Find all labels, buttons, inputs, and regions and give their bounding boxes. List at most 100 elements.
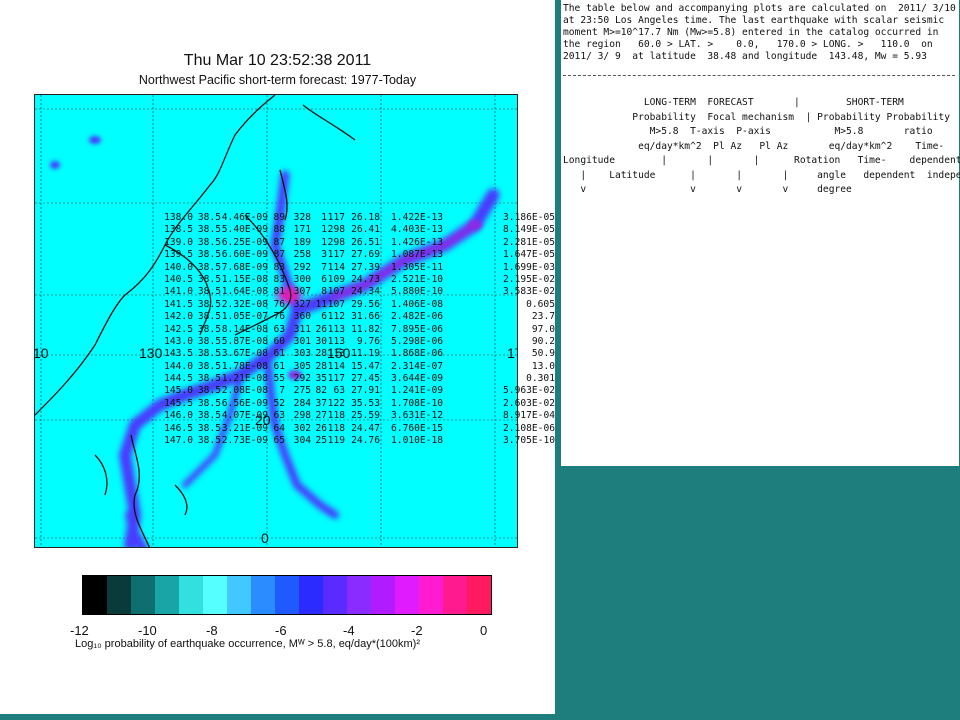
table-cell: 1.426E-13 [391, 236, 443, 248]
table-cell: 7.895E-06 [391, 323, 443, 335]
table-cell: 1.406E-08 [391, 298, 443, 310]
table-cell: 7 [321, 261, 327, 273]
colorbar-swatch [467, 576, 491, 614]
map-subtitle: Northwest Pacific short-term forecast: 1… [138, 73, 417, 87]
table-cell: 1 [321, 212, 327, 223]
table-header-line: Longitude | | | Rotation Time- dependent… [563, 155, 960, 166]
map-timestamp: Thu Mar 10 23:52:38 2011 [183, 52, 372, 69]
colorbar [82, 575, 492, 615]
table-cell: 298 [293, 410, 311, 422]
table-cell: 307 [293, 286, 311, 298]
lat-label-0: 0 [261, 530, 269, 546]
table-cell: 118 [327, 410, 345, 422]
colorbar-swatch [371, 576, 395, 614]
table-cell: 2.08E-08 [221, 385, 268, 397]
table-cell: 298 [327, 224, 345, 236]
table-cell: 1.010E-18 [391, 435, 443, 447]
colorbar-swatch [203, 576, 227, 614]
table-cell: 300 [293, 273, 311, 285]
table-cell: 76 [273, 311, 285, 323]
colorbar-swatch [323, 576, 347, 614]
table-cell: 8 [321, 286, 327, 298]
table-cell: 301 [293, 335, 311, 347]
table-cell: 90.2 [531, 335, 555, 347]
table-cell: 26.18 [351, 212, 380, 223]
table-cell: 30 [315, 335, 327, 347]
table-cell: 117 [327, 249, 345, 261]
table-cell: 140.0 [164, 261, 193, 273]
table-cell: 6 [321, 273, 327, 285]
table-cell: 9.76 [356, 335, 380, 347]
table-cell: 144.5 [164, 373, 193, 385]
table-cell: 5.87E-08 [221, 335, 268, 347]
table-cell: 27.69 [351, 249, 380, 261]
table-cell: 76 [273, 298, 285, 310]
table-cell: 327 [293, 298, 311, 310]
intro-line: at 23:50 Los Angeles time. The last eart… [563, 15, 945, 26]
forecast-table-card: The table below and accompanying plots a… [164, 0, 960, 466]
table-cell: 1.305E-11 [391, 261, 443, 273]
table-cell: 2.482E-06 [391, 311, 443, 323]
table-cell: 1.422E-13 [391, 212, 443, 223]
table-cell: 38.5 [197, 224, 221, 236]
table-cell: 38.5 [197, 311, 221, 323]
table-cell: 2.195E-02 [503, 273, 555, 285]
table-cell: 3.21E-09 [221, 422, 268, 434]
colorbar-swatch [347, 576, 371, 614]
table-cell: 1.78E-08 [221, 360, 268, 372]
table-header-line: | Latitude | | | angle dependent indepen… [563, 169, 960, 181]
table-cell: 11.82 [351, 323, 380, 335]
intro-text: The table below and accompanying plots a… [563, 3, 956, 63]
table-cell: 5.963E-02 [503, 385, 555, 397]
table-header-line: eq/day*km^2 Pl Az Pl Az eq/day*km^2 Time… [563, 140, 945, 152]
table-cell: 29.56 [351, 298, 380, 310]
forecast-map-svg: 10 130 150 17 20 0 [35, 95, 517, 547]
lon-label-130: 130 [139, 345, 163, 361]
dashed-separator [563, 75, 955, 76]
table-cell: 2.314E-07 [391, 360, 443, 372]
table-cell: 360 [293, 311, 311, 323]
table-cell: 141.5 [164, 298, 193, 310]
table-cell: 38.5 [197, 323, 221, 335]
table-cell: 38.5 [197, 335, 221, 347]
table-cell: 52 [273, 397, 285, 409]
table-cell: 2.603E-02 [503, 397, 555, 409]
table-cell: 1 [321, 236, 327, 248]
table-cell: 113 [327, 335, 345, 347]
table-cell: 2.521E-10 [391, 273, 443, 285]
table-cell: 143.0 [164, 335, 193, 347]
table-cell: 87 [273, 249, 285, 261]
table-cell: 38.5 [197, 410, 221, 422]
table-cell: 3.67E-08 [221, 348, 268, 360]
table-cell: 292 [293, 373, 311, 385]
colorbar-tick-label: 0 [480, 623, 488, 638]
table-cell: 63 [273, 410, 285, 422]
table-cell: 28 [315, 360, 327, 372]
table-cell: 112 [327, 311, 345, 323]
table-cell: 113 [327, 323, 345, 335]
table-cell: 138.0 [164, 212, 193, 223]
colorbar-swatch [83, 576, 107, 614]
table-cell: 107 [327, 298, 345, 310]
table-cell: 6 [321, 311, 327, 323]
table-cell: 82 [315, 385, 327, 397]
table-cell: 24.73 [351, 273, 380, 285]
table-cell: 89 [273, 212, 285, 223]
table-cell: 1.21E-08 [221, 373, 268, 385]
colorbar-swatch [395, 576, 419, 614]
table-cell: 83 [273, 261, 285, 273]
table-cell: 117 [327, 373, 345, 385]
table-cell: 1.868E-06 [391, 348, 443, 360]
table-cell: 3.186E-05 [503, 212, 555, 223]
table-cell: 298 [327, 236, 345, 248]
colorbar-swatch [275, 576, 299, 614]
table-cell: 13.0 [531, 360, 555, 372]
table-cell: 114 [327, 261, 345, 273]
table-cell: 143.5 [164, 348, 193, 360]
table-cell: 31.66 [351, 311, 380, 323]
table-cell: 63 [273, 323, 285, 335]
table-cell: 38.5 [197, 435, 221, 447]
table-cell: 328 [293, 212, 311, 223]
intro-line: The table below and accompanying plots a… [563, 3, 956, 14]
table-cell: 1 [321, 224, 327, 236]
